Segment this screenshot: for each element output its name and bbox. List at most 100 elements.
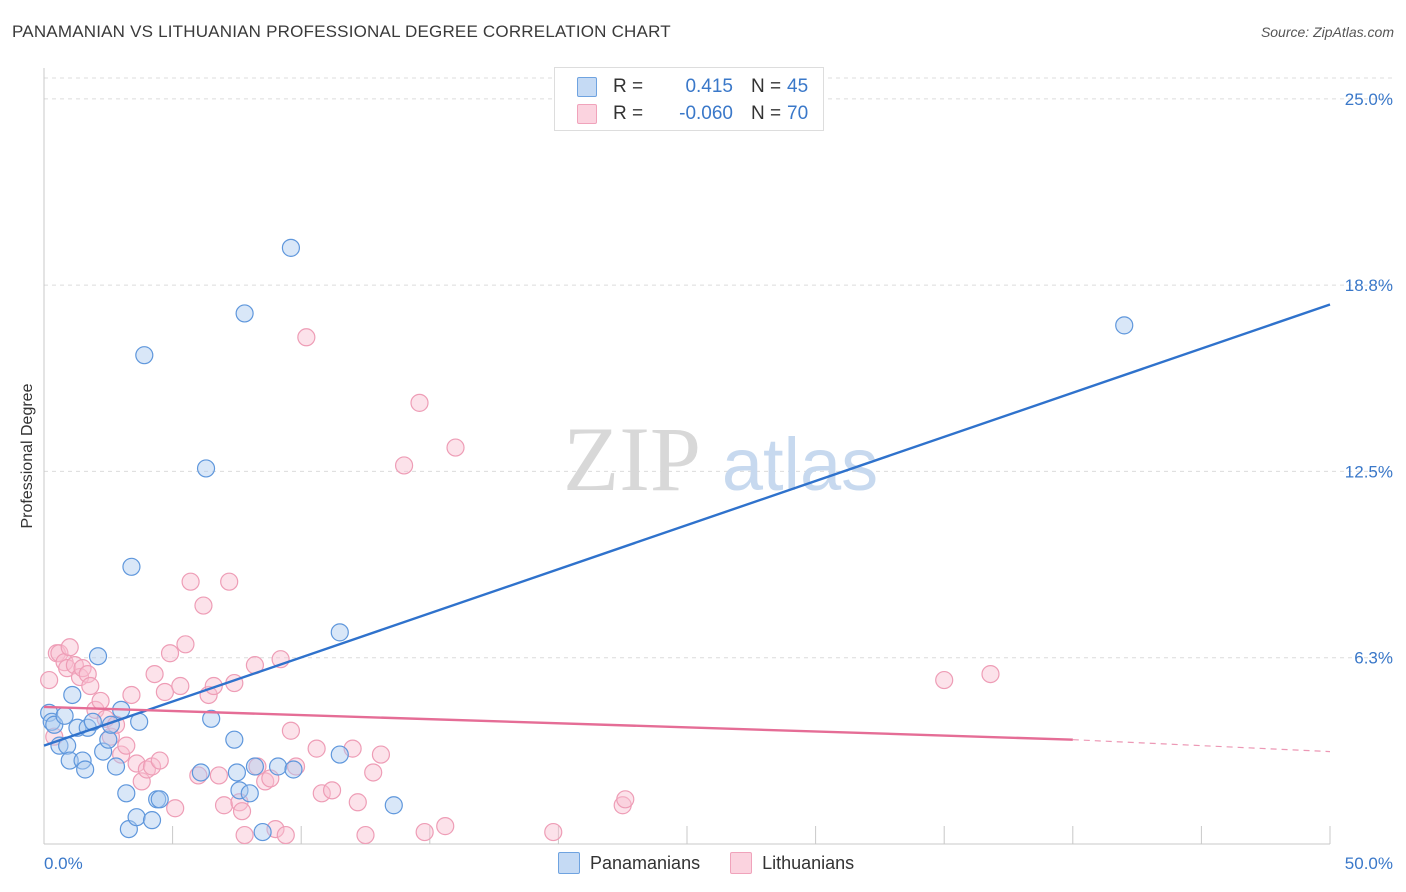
panamanian-point-35	[240, 784, 259, 803]
legend-n-value: 70	[787, 103, 809, 124]
panamanian-point-12	[83, 712, 102, 731]
panamanian-point-43	[384, 796, 403, 815]
lithuanian-point-60	[371, 745, 391, 764]
legend-row-panamanians: R = 0.415 N = 45	[577, 74, 808, 100]
lithuanian-point-3	[50, 644, 69, 663]
legend-r-value: 0.415	[685, 76, 733, 97]
lithuanian-point-20	[127, 754, 146, 773]
panamanian-point-6	[60, 751, 79, 770]
lithuanian-point-51	[286, 757, 306, 776]
lithuanian-point-50	[281, 721, 301, 740]
lithuanian-point-9	[73, 659, 92, 678]
panamanian-point-10	[76, 760, 95, 779]
lithuanian-point-31	[181, 572, 200, 591]
panamanian-point-40	[284, 760, 303, 779]
lithuanian-point-55	[322, 781, 342, 800]
panamanian-point-27	[150, 790, 169, 809]
panamanian-point-14	[94, 742, 113, 761]
grid	[44, 77, 1394, 659]
lithuanian-point-49	[276, 825, 295, 845]
lithuanian-point-37	[214, 796, 234, 815]
lithuanian-point-64	[436, 817, 455, 836]
lithuanian-point-38	[220, 572, 239, 591]
panamanian-point-24	[135, 346, 154, 365]
panamanian-point-39	[281, 238, 301, 257]
legend-r-value: -0.060	[679, 103, 733, 124]
legend-swatch-blue	[558, 852, 580, 874]
legend-label-lithuanians: Lithuanians	[762, 852, 855, 873]
y-tick-label-3: 25.0%	[1345, 90, 1393, 109]
lithuanian-point-36	[209, 766, 228, 785]
watermark: ZIP atlas	[563, 408, 878, 510]
lithuanian-point-45	[256, 772, 275, 791]
x-tick-label-min: 0.0%	[44, 854, 83, 873]
legend-n-label: N =	[751, 76, 782, 97]
lithuanian-point-42	[235, 825, 254, 845]
lithuanian-point-57	[348, 793, 367, 812]
legend-r-label: R =	[613, 103, 644, 124]
lithuanians-trend-line	[43, 705, 1073, 741]
lithuanian-point-10	[78, 665, 97, 684]
lithuanian-point-29	[171, 676, 190, 696]
lithuanian-point-53	[307, 739, 326, 758]
panamanian-point-22	[127, 808, 146, 827]
trend-lines	[43, 303, 1331, 753]
panamanian-point-7	[63, 685, 82, 705]
lithuanians-points	[40, 328, 1000, 845]
legend-item-lithuanians: Lithuanians	[730, 852, 854, 874]
lithuanian-point-68	[616, 790, 635, 809]
panamanian-point-29	[196, 459, 216, 478]
panamanian-point-28	[191, 763, 210, 782]
panamanian-point-44	[1115, 316, 1134, 335]
y-tick-label-0: 6.3%	[1354, 649, 1393, 668]
legend-n-label: N =	[751, 103, 782, 124]
lithuanian-point-66	[544, 822, 563, 842]
panamanian-point-21	[122, 557, 141, 576]
lithuanian-point-61	[394, 456, 414, 475]
panamanian-point-37	[253, 822, 272, 842]
lithuanian-point-35	[204, 676, 223, 696]
legend-swatch-pink	[730, 852, 753, 874]
legend-item-panamanians: Panamanians	[558, 852, 700, 874]
watermark-zip: ZIP	[563, 408, 701, 510]
lithuanian-point-69	[935, 670, 954, 690]
lithuanians-trend-extension	[1072, 739, 1331, 753]
panamanian-point-15	[99, 730, 118, 749]
lithuanian-point-28	[166, 799, 185, 818]
lithuanian-point-58	[356, 825, 375, 845]
panamanian-point-42	[330, 745, 349, 764]
lithuanian-point-0	[40, 670, 59, 690]
chart-title: PANAMANIAN VS LITHUANIAN PROFESSIONAL DE…	[12, 22, 671, 41]
lithuanian-point-13	[91, 691, 110, 711]
panamanians-points	[40, 238, 1134, 842]
lithuanian-point-17	[112, 745, 131, 764]
panamanian-point-2	[45, 715, 64, 734]
panamanian-point-4	[55, 706, 74, 725]
y-tick-label-2: 18.8%	[1345, 276, 1393, 295]
lithuanian-point-62	[410, 393, 429, 412]
legend-swatch-pink	[577, 104, 597, 124]
source-label: Source: ZipAtlas.com	[1260, 24, 1394, 40]
lithuanian-point-70	[981, 665, 1000, 684]
lithuanian-point-19	[122, 685, 141, 705]
panamanian-point-41	[330, 623, 349, 642]
lithuanian-point-33	[194, 596, 213, 615]
lithuanian-point-6	[60, 638, 79, 657]
correlation-legend: R = 0.415 N = 45 R = -0.060 N = 70	[554, 67, 824, 131]
panamanian-point-17	[106, 757, 126, 776]
panamanian-point-32	[227, 763, 246, 782]
x-tick-label-max: 50.0%	[1345, 854, 1393, 873]
panamanian-point-31	[225, 730, 244, 749]
series-legend: Panamanians Lithuanians	[558, 852, 884, 874]
lithuanian-point-22	[137, 760, 156, 779]
panamanian-point-19	[117, 784, 136, 803]
legend-label-panamanians: Panamanians	[590, 852, 701, 873]
lithuanian-point-32	[189, 766, 208, 785]
lithuanian-point-59	[364, 763, 383, 782]
legend-swatch-blue	[577, 77, 597, 97]
legend-row-lithuanians: R = -0.060 N = 70	[577, 101, 808, 127]
lithuanian-point-18	[117, 736, 136, 755]
panamanian-point-30	[202, 709, 221, 728]
y-tick-label-1: 12.5%	[1345, 462, 1393, 481]
